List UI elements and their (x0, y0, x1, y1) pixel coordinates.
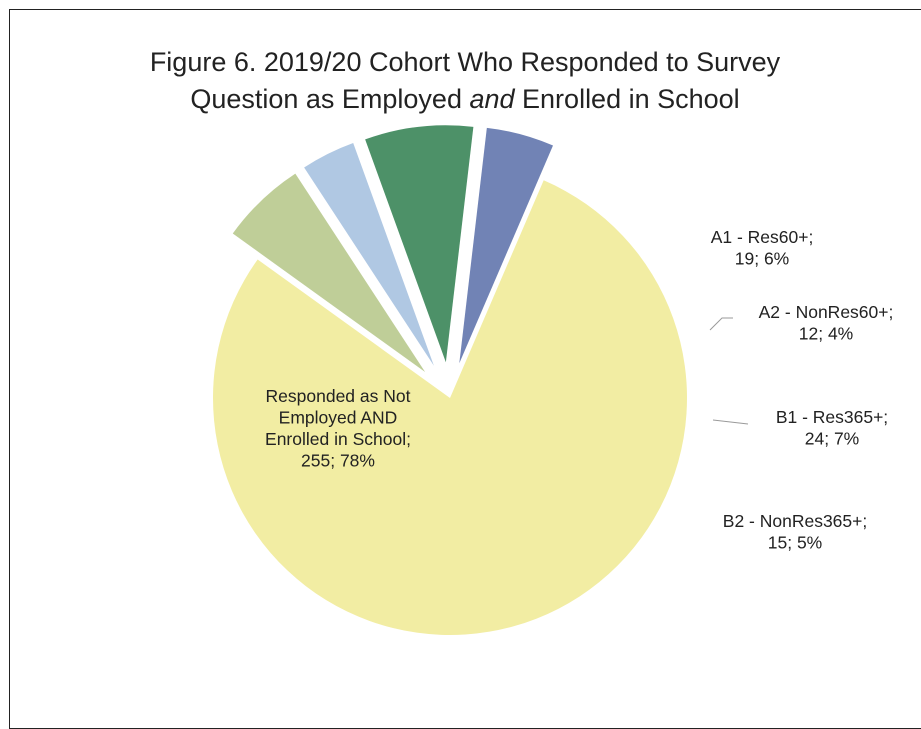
slice-label-5-line-1: Responded as Not (266, 386, 411, 406)
chart-title-line-2-start: Question as Employed (190, 84, 470, 114)
pie-slice-1 (232, 173, 426, 372)
slice-label-5: Responded as Not Employed AND Enrolled in … (265, 386, 411, 471)
chart-title-line-1: Figure 6. 2019/20 Cohort Who Responded t… (149, 47, 781, 77)
slice-label-2: A2 - NonRes60+; 12; 4% (759, 302, 894, 344)
pie-slice-5 (212, 180, 687, 636)
slice-label-2-line-1: A2 - NonRes60+; (759, 302, 894, 322)
slice-label-4-line-2: 15; 5% (768, 533, 822, 553)
slice-label-5-line-4: 255; 78% (301, 451, 375, 471)
chart-title-line-2: Question as Employed and Enrolled in Sch… (0, 81, 921, 118)
slice-label-3-line-2: 24; 7% (805, 429, 859, 449)
pie-slice-2 (304, 142, 434, 366)
chart-title-line-2-end: Enrolled in School (514, 84, 740, 114)
slice-label-5-line-2: Employed AND (279, 408, 398, 428)
chart-title-emphasis: and (469, 84, 515, 114)
slice-label-4: B2 - NonRes365+; 15; 5% (723, 511, 867, 553)
leader-line-3 (712, 419, 749, 425)
slice-label-2-line-2: 12; 4% (799, 324, 853, 344)
pie-slice-3 (365, 125, 474, 363)
leader-line-2 (709, 317, 733, 331)
pie-chart: A1 - Res60+; 19; 6% A2 - NonRes60+; 12; 4% B… (212, 125, 894, 636)
slice-label-3-line-1: B1 - Res365+; (776, 407, 888, 427)
slice-label-3: B1 - Res365+; 24; 7% (776, 407, 888, 449)
pie-slice-4 (459, 127, 554, 364)
slice-label-1-line-1: A1 - Res60+; (711, 227, 814, 247)
slice-label-4-line-1: B2 - NonRes365+; (723, 511, 867, 531)
slice-label-1: A1 - Res60+; 19; 6% (711, 227, 814, 269)
slice-label-1-line-2: 19; 6% (735, 249, 789, 269)
chart-title: Figure 6. 2019/20 Cohort Who Responded t… (0, 44, 921, 118)
slice-label-5-line-3: Enrolled in School; (265, 429, 411, 449)
